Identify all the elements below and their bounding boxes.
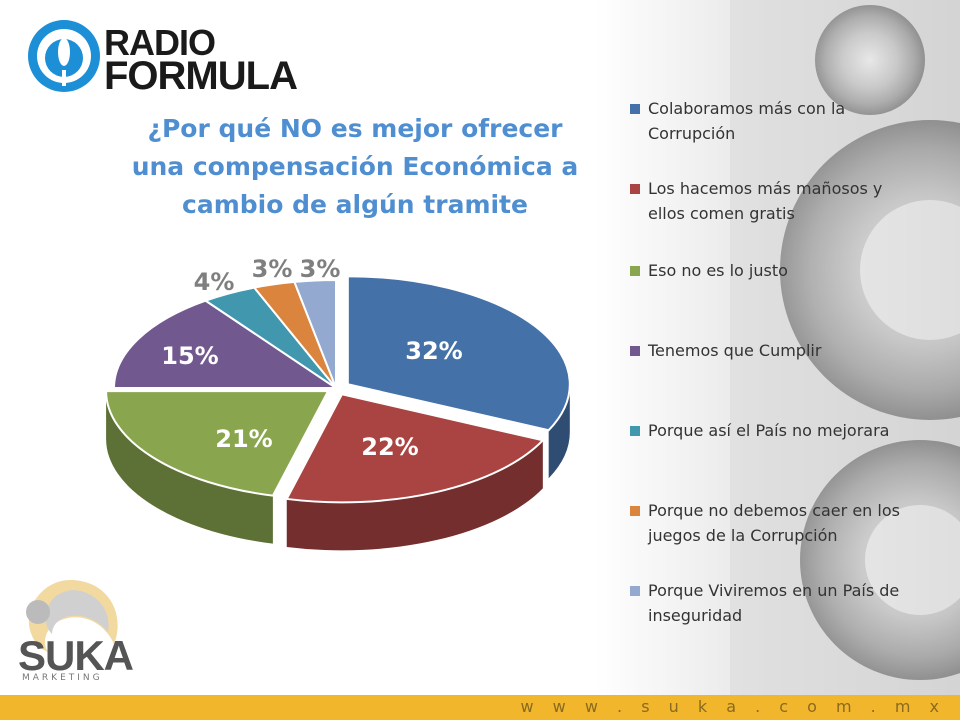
radio-formula-wordmark: RADIO FORMULA <box>104 22 298 98</box>
legend-item-1: Colaboramos más con la Corrupción <box>630 96 905 146</box>
chart-title: ¿Por qué NO es mejor ofrecer una compens… <box>131 114 579 219</box>
pie-value-label-1: 32% <box>405 337 462 365</box>
legend-item-7: Porque Viviremos en un País de insegurid… <box>630 578 905 628</box>
legend-swatch-3 <box>630 266 640 276</box>
speaker-background <box>0 0 960 695</box>
legend-label-4: Tenemos que Cumplir <box>648 341 822 360</box>
legend-item-2: Los hacemos más mañosos y ellos comen gr… <box>630 176 905 226</box>
legend-item-5: Porque así el País no mejorara <box>630 418 905 443</box>
suka-wordmark: SUKA <box>18 632 134 679</box>
legend-swatch-1 <box>630 104 640 114</box>
legend-swatch-2 <box>630 184 640 194</box>
legend-item-6: Porque no debemos caer en los juegos de … <box>630 498 905 548</box>
pie-value-label-5: 4% <box>194 268 235 296</box>
pie-slice-side-3 <box>106 391 273 544</box>
pie-slice-3 <box>105 390 330 497</box>
pie-value-label-2: 22% <box>361 433 418 461</box>
legend-label-3: Eso no es lo justo <box>648 261 788 280</box>
legend-label-2: Los hacemos más mañosos y ellos comen gr… <box>648 179 883 223</box>
legend-swatch-5 <box>630 426 640 436</box>
legend-label-7: Porque Viviremos en un País de insegurid… <box>648 581 900 625</box>
legend-item-4: Tenemos que Cumplir <box>630 338 905 363</box>
pie-value-label-4: 15% <box>161 342 218 370</box>
pie-slice-4 <box>112 299 340 389</box>
pie-slice-side-2 <box>286 440 543 551</box>
pie-slice-2 <box>285 393 545 504</box>
website-url: w w w . s u k a . c o m . m x <box>520 697 946 716</box>
pie-value-label-7: 3% <box>300 255 341 283</box>
suka-logo-icon <box>26 580 118 652</box>
legend-swatch-6 <box>630 506 640 516</box>
footer-bar: w w w . s u k a . c o m . m x <box>0 695 960 720</box>
radio-formula-logo <box>28 20 100 92</box>
legend-swatch-4 <box>630 346 640 356</box>
legend-item-3: Eso no es lo justo <box>630 258 905 283</box>
pie-slice-7 <box>292 278 337 389</box>
suka-tagline: MARKETING <box>22 673 103 683</box>
pie-value-label-6: 3% <box>252 255 293 283</box>
legend-label-6: Porque no debemos caer en los juegos de … <box>648 501 900 545</box>
pie-value-label-3: 21% <box>215 425 272 453</box>
brand-line2: FORMULA <box>104 54 298 98</box>
legend-label-1: Colaboramos más con la Corrupción <box>648 99 846 143</box>
pie-slice-1 <box>346 275 571 432</box>
legend-label-5: Porque así el País no mejorara <box>648 421 890 440</box>
brand-line1: RADIO <box>104 22 216 63</box>
legend-swatch-7 <box>630 586 640 596</box>
